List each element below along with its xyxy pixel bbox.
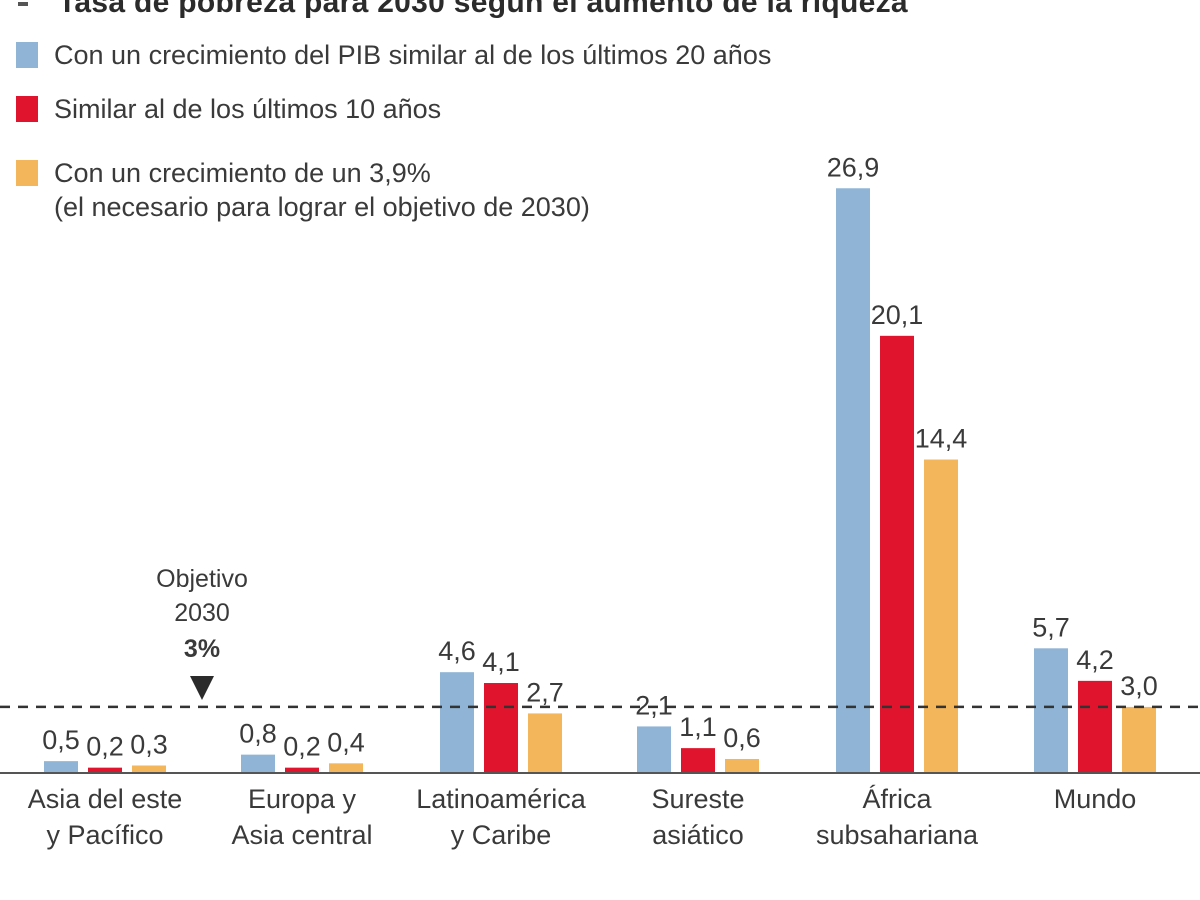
bar-europa-y-asia-central-series-3: [329, 763, 363, 772]
category-label: Sureste: [651, 784, 744, 814]
target-arrow-icon: [190, 676, 214, 700]
bar-africa-subsahariana-series-3: [924, 459, 958, 772]
value-label: 1,1: [679, 712, 717, 742]
value-label: 0,2: [283, 732, 321, 762]
category-label: y Caribe: [451, 820, 552, 850]
bar-sureste-asiatico-series-2: [681, 748, 715, 772]
bar-mundo-series-2: [1078, 680, 1112, 772]
value-label: 0,2: [86, 732, 124, 762]
bar-latinoamerica-y-caribe-series-2: [484, 683, 518, 772]
value-label: 3,0: [1120, 671, 1158, 701]
category-labels-group: Asia del este y Pacífico Europa y Asia cent…: [28, 784, 1137, 850]
target-label-line-1: Objetivo: [156, 565, 248, 593]
bar-latinoamerica-y-caribe-series-3: [528, 713, 562, 772]
bar-africa-subsahariana-series-2: [880, 335, 914, 772]
category-label: Latinoamérica: [416, 784, 587, 814]
value-label: 2,7: [526, 677, 564, 707]
bars-group: [44, 188, 1156, 772]
target-annotation: Objetivo 2030 3%: [156, 565, 248, 700]
value-labels-group: 0,5 0,2 0,3 0,8 0,2 0,44,6 4,12,7 2,11,1 0,626,9…: [42, 152, 1158, 761]
bar-sureste-asiatico-series-1: [637, 726, 671, 772]
bar-asia-del-este-y-pacifico-series-3: [132, 765, 166, 772]
bar-mundo-series-1: [1034, 648, 1068, 772]
legend-label: Con un crecimiento de un 3,9%: [54, 158, 431, 188]
legend-label-line-2: (el necesario para lograr el objetivo de…: [54, 192, 590, 222]
bar-asia-del-este-y-pacifico-series-1: [44, 761, 78, 772]
legend-swatch: [16, 42, 38, 68]
bar-asia-del-este-y-pacifico-series-2: [88, 767, 122, 772]
value-label: 4,2: [1076, 645, 1114, 675]
value-label: 2,1: [635, 690, 673, 720]
value-label: 0,5: [42, 725, 80, 755]
bar-mundo-series-3: [1122, 706, 1156, 772]
category-label: Asia del este: [28, 784, 183, 814]
value-label: 20,1: [871, 300, 924, 330]
legend-swatch: [16, 160, 38, 186]
value-label: 26,9: [827, 152, 880, 182]
target-value-label: 3%: [184, 635, 220, 663]
category-label: Europa y: [248, 784, 357, 814]
category-label: subsahariana: [816, 820, 979, 850]
value-label: 0,4: [327, 727, 365, 757]
bar-sureste-asiatico-series-3: [725, 758, 759, 772]
category-label: asiático: [652, 820, 744, 850]
value-label: 14,4: [915, 424, 968, 454]
bar-europa-y-asia-central-series-2: [285, 767, 319, 772]
chart-title: Tasa de pobreza para 2030 según el aumen…: [18, 0, 908, 20]
legend-swatch: [16, 96, 38, 122]
category-label: Asia central: [231, 820, 372, 850]
chart-title-text: Tasa de pobreza para 2030 según el aumen…: [58, 0, 908, 19]
bar-latinoamerica-y-caribe-series-1: [440, 672, 474, 772]
category-label: y Pacífico: [46, 820, 163, 850]
bar-africa-subsahariana-series-1: [836, 188, 870, 772]
value-label: 0,6: [723, 723, 761, 753]
legend-label: Similar al de los últimos 10 años: [54, 94, 442, 124]
value-label: 4,6: [438, 636, 476, 666]
category-label: África: [862, 784, 932, 814]
target-label-line-2: 2030: [174, 599, 230, 627]
bar-europa-y-asia-central-series-1: [241, 754, 275, 772]
legend-label: Con un crecimiento del PIB similar al de…: [54, 40, 772, 70]
value-label: 0,8: [239, 719, 277, 749]
value-label: 4,1: [482, 647, 520, 677]
value-label: 0,3: [130, 729, 168, 759]
title-bullet: [18, 2, 28, 7]
value-label: 5,7: [1032, 612, 1070, 642]
category-label: Mundo: [1054, 784, 1137, 814]
